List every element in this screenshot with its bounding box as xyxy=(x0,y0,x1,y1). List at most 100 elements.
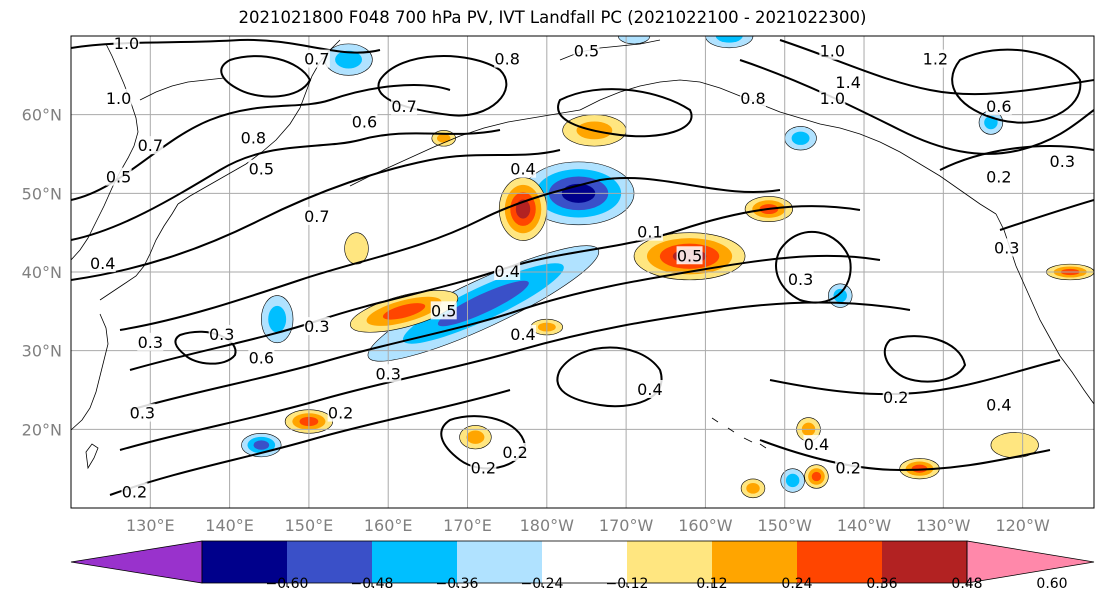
shade-level xyxy=(466,430,485,444)
contour-line xyxy=(71,129,501,241)
contour-label: 0.3 xyxy=(1050,152,1075,171)
contour-label: 0.2 xyxy=(883,388,908,407)
coastline-asia xyxy=(71,43,139,261)
contour-line xyxy=(220,55,312,98)
contour-label-bg xyxy=(985,96,1012,115)
contour-label: 0.3 xyxy=(130,404,155,423)
contour-line xyxy=(129,254,881,411)
contour-label: 0.1 xyxy=(637,223,662,242)
contour-label-bg xyxy=(993,238,1020,257)
contour-label: 0.3 xyxy=(138,333,163,352)
colorbar-segment xyxy=(202,541,287,583)
lon-label: 170°W xyxy=(599,516,654,535)
map-frame xyxy=(70,35,1095,509)
contour-label-bg xyxy=(240,128,267,147)
contour-label-bg xyxy=(121,482,148,501)
colorbar-extend-max xyxy=(966,540,1095,584)
contour-line xyxy=(759,439,1051,472)
colorbar-segment xyxy=(457,541,542,583)
contour-label-bg xyxy=(985,395,1012,414)
pv-anomaly-positive xyxy=(349,290,459,333)
pv-anomaly-positive xyxy=(804,464,829,489)
colorbar-tick-label: −0.48 xyxy=(351,576,394,592)
contour-line xyxy=(951,48,1082,124)
contour-label: 1.2 xyxy=(923,50,948,69)
contour-label-bg xyxy=(303,49,330,68)
contour-label: 0.4 xyxy=(637,380,662,399)
contour-line xyxy=(71,84,451,201)
contour-line xyxy=(119,301,911,451)
pv-anomaly-positive xyxy=(344,232,369,265)
contour-label: 1.0 xyxy=(820,89,845,108)
contour-label-bg xyxy=(835,73,862,92)
contour-label: 0.4 xyxy=(510,325,535,344)
colorbar-segment xyxy=(882,541,967,583)
coastline-okhotsk xyxy=(139,77,225,101)
colorbar-segment xyxy=(542,541,627,583)
lon-label: 150°E xyxy=(285,516,334,535)
shade-level xyxy=(268,305,287,333)
pv-anomaly-negative xyxy=(828,283,853,308)
contour-line xyxy=(71,149,561,281)
lat-label: 20°N xyxy=(22,420,62,439)
lon-label: 140°W xyxy=(837,516,892,535)
contour-label: 0.8 xyxy=(494,50,519,69)
contour-label-bg xyxy=(375,364,402,383)
contour-label-bg xyxy=(819,41,846,60)
colorbar-segment xyxy=(712,541,797,583)
contour-line xyxy=(557,88,693,138)
contour-label-bg xyxy=(470,458,497,477)
lon-label: 160°E xyxy=(364,516,413,535)
contour-label-bg xyxy=(740,88,766,107)
contour-line xyxy=(739,59,1094,155)
pv-anomaly-positive xyxy=(740,478,766,499)
contour-label-bg xyxy=(430,301,457,320)
coastline-china xyxy=(71,313,109,431)
colorbar-tick-label: −0.24 xyxy=(521,576,564,592)
contour-label-bg xyxy=(303,317,330,336)
contour-label: 1.4 xyxy=(835,73,860,92)
contour-label: 0.5 xyxy=(431,301,456,320)
lon-label: 130°E xyxy=(126,516,175,535)
lat-label: 40°N xyxy=(22,263,62,282)
contour-label-bg xyxy=(113,36,140,52)
contour-line xyxy=(999,199,1094,231)
shade-level xyxy=(791,131,810,145)
contour-label: 0.8 xyxy=(241,128,266,147)
contour-label: 0.2 xyxy=(835,459,860,478)
contour-label-bg xyxy=(510,159,537,178)
pv-anomaly-negative xyxy=(784,126,817,151)
lon-label: 170°E xyxy=(443,516,492,535)
coastline-aleutian xyxy=(349,109,581,187)
colorbar-tick-label: 0.24 xyxy=(781,576,812,592)
contour-label-bg xyxy=(494,49,521,68)
colorbar-segment xyxy=(287,541,372,583)
shade-level xyxy=(811,471,822,482)
contour-label-bg xyxy=(208,324,235,343)
lon-label: 130°W xyxy=(916,516,971,535)
lon-label: 160°W xyxy=(678,516,733,535)
lat-label: 50°N xyxy=(22,184,62,203)
contour-label: 0.4 xyxy=(986,396,1011,415)
contour-label: 0.2 xyxy=(986,168,1011,187)
contour-label-bg xyxy=(494,262,521,280)
shade-level xyxy=(785,473,800,488)
contour-label-bg xyxy=(835,458,862,477)
latitude-labels: 60°N 50°N 40°N 30°N 20°N xyxy=(22,106,62,440)
contour-line xyxy=(883,335,967,383)
contour-label-bg xyxy=(882,387,909,406)
contour-label: 0.4 xyxy=(804,435,829,454)
contour-label-bg xyxy=(636,222,663,241)
contour-label: 0.5 xyxy=(574,42,599,61)
contour-label: 0.3 xyxy=(304,317,329,336)
contour-label: 0.2 xyxy=(122,482,147,501)
contour-labels-layer: 1.0 1.0 0.5 0.4 0.7 0.7 0.8 0.5 0.6 0.7 0.8 0.5 0.7 0… xyxy=(89,36,1076,501)
contour-label-bg xyxy=(351,112,378,131)
contour-label: 1.0 xyxy=(820,42,845,61)
colorbar-tick-label: 0.12 xyxy=(696,576,727,592)
contour-label-bg xyxy=(787,269,814,288)
colorbar: −0.60 −0.48 −0.36 −0.24 −0.12 0.12 0.24 0.36 0.4… xyxy=(70,540,1095,592)
contour-label: 0.6 xyxy=(986,97,1011,116)
coastline-hawaii xyxy=(711,417,767,449)
